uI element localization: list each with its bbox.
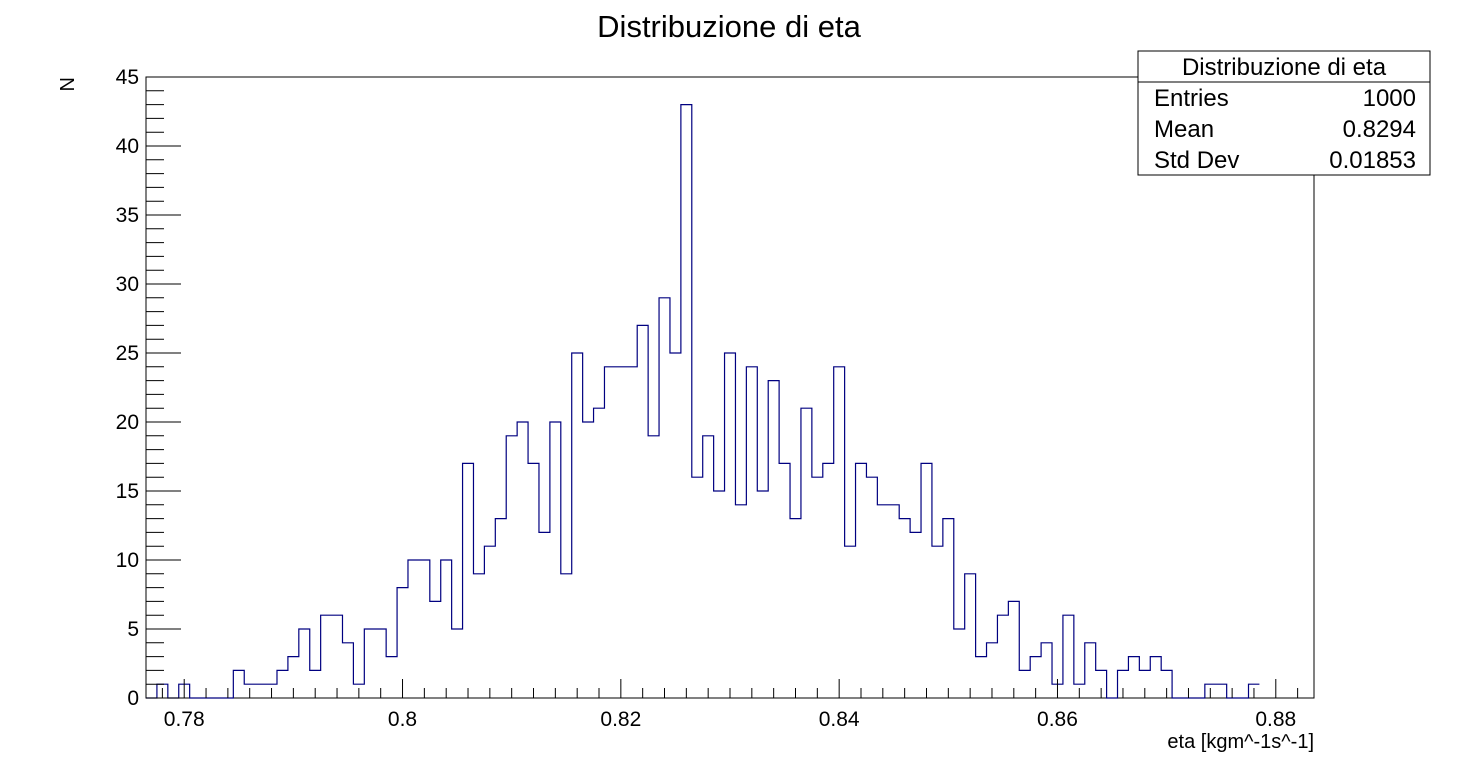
stats-mean-label: Mean — [1154, 116, 1214, 143]
chart-title: Distribuzione di eta — [597, 9, 861, 44]
y-axis-tick-labels: 0 5 10 15 20 25 30 35 40 45 — [116, 66, 139, 710]
stats-entries-label: Entries — [1154, 85, 1229, 112]
y-tick-label: 20 — [116, 411, 139, 434]
stats-entries-value: 1000 — [1363, 85, 1416, 112]
stats-stddev-value: 0.01853 — [1329, 147, 1416, 174]
histogram-line — [146, 104, 1260, 699]
x-tick-label: 0.86 — [1037, 708, 1078, 731]
y-axis-label: N — [57, 77, 79, 91]
y-tick-label: 35 — [116, 204, 139, 227]
y-tick-label: 40 — [116, 135, 139, 158]
axis-ticks — [146, 76, 1299, 699]
y-tick-label: 30 — [116, 273, 139, 296]
stats-stddev-label: Std Dev — [1154, 147, 1239, 174]
x-tick-label: 0.8 — [388, 708, 417, 731]
x-tick-label: 0.84 — [819, 708, 860, 731]
x-tick-label: 0.88 — [1255, 708, 1296, 731]
y-tick-label: 15 — [116, 480, 139, 503]
y-tick-label: 5 — [127, 618, 139, 641]
y-tick-label: 0 — [127, 687, 139, 710]
stats-box-frame — [1137, 50, 1431, 176]
y-tick-label: 45 — [116, 66, 139, 89]
x-tick-label: 0.82 — [600, 708, 641, 731]
y-tick-label: 25 — [116, 342, 139, 365]
stats-mean-value: 0.8294 — [1343, 116, 1416, 143]
y-tick-label: 10 — [116, 549, 139, 572]
x-axis-tick-labels: 0.78 0.8 0.82 0.84 0.86 0.88 — [164, 708, 1296, 731]
stats-box-title: Distribuzione di eta — [1182, 54, 1387, 81]
stats-box: Distribuzione di eta Entries 1000 Mean 0… — [1137, 50, 1431, 176]
x-tick-label: 0.78 — [164, 708, 205, 731]
x-axis-label: eta [kgm^-1s^-1] — [1167, 731, 1314, 753]
